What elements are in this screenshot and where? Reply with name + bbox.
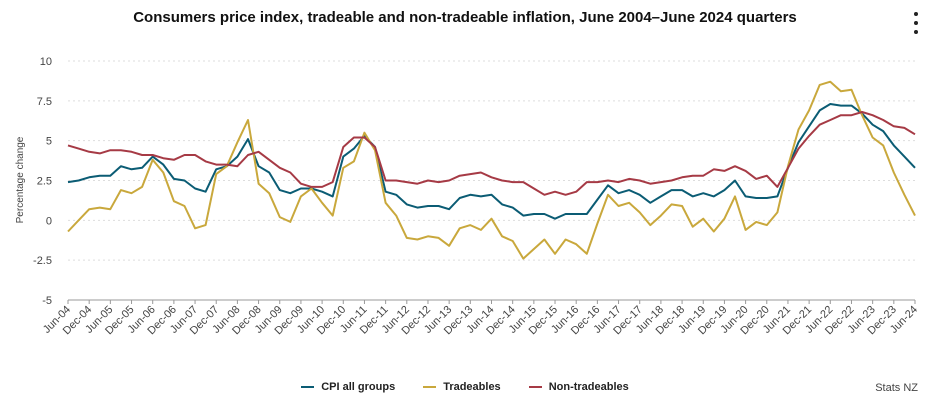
chart-title: Consumers price index, tradeable and non… <box>133 9 797 26</box>
menu-dot-icon <box>914 12 918 16</box>
y-tick-label: 7.5 <box>37 96 52 108</box>
legend-swatch <box>528 386 542 388</box>
y-tick-label: 10 <box>40 56 52 68</box>
legend-label: Tradeables <box>443 381 501 393</box>
series-line-tradeables[interactable] <box>67 80 916 260</box>
gridlines <box>68 60 915 301</box>
y-tick-label: 2.5 <box>37 176 52 188</box>
legend-item-cpi[interactable]: CPI all groups <box>301 381 395 393</box>
y-axis-title: Percentage change <box>15 136 26 223</box>
legend-item-non-tradeables[interactable]: Non-tradeables <box>528 381 629 393</box>
legend-item-tradeables[interactable]: Tradeables <box>423 381 501 393</box>
legend: CPI all groups Tradeables Non-tradeables <box>0 381 930 393</box>
legend-swatch <box>301 386 315 388</box>
y-tick-label: -2.5 <box>33 255 52 267</box>
series-lines <box>67 80 916 260</box>
menu-dot-icon <box>914 30 918 34</box>
series-line-non-tradeables[interactable] <box>67 111 916 196</box>
series-line-cpi-all-groups[interactable] <box>67 103 916 220</box>
y-tick-label: -5 <box>42 295 52 307</box>
y-tick-label: 5 <box>46 136 52 148</box>
y-tick-label: 0 <box>46 215 52 227</box>
legend-label: Non-tradeables <box>548 381 629 393</box>
legend-label: CPI all groups <box>321 381 396 393</box>
source-label: Stats NZ <box>875 382 918 394</box>
legend-swatch <box>423 386 437 388</box>
chart-menu-button[interactable] <box>908 12 924 34</box>
menu-dot-icon <box>914 21 918 25</box>
